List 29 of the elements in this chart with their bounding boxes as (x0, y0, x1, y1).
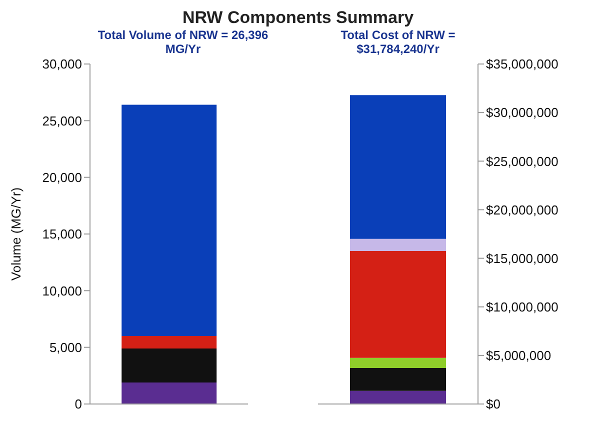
bar (350, 368, 446, 391)
y-tick-label: 5,000 (49, 340, 82, 355)
y-tick-label: $0 (486, 396, 500, 412)
y-axis-title: Volume (MG/Yr) (8, 187, 24, 281)
y-tick-label: 10,000 (42, 283, 82, 298)
chart-subtitle: Total Volume of NRW = 26,396 MG/Yr (96, 28, 270, 56)
bar (350, 95, 446, 239)
chart-subtitle: Total Cost of NRW = $31,784,240/Yr (340, 28, 456, 56)
y-tick-label: $25,000,000 (486, 154, 558, 169)
y-tick-label: 30,000 (42, 56, 82, 72)
bar (122, 104, 217, 336)
y-tick-label: 0 (74, 396, 82, 412)
bar (122, 348, 217, 382)
y-tick-label: $35,000,000 (486, 56, 558, 72)
y-tick-label: 20,000 (42, 170, 82, 185)
bar (122, 382, 217, 404)
bar (350, 238, 446, 251)
text: NRW Components Summary (181, 8, 415, 28)
bar (350, 358, 446, 368)
bar (350, 390, 446, 404)
bar (122, 336, 217, 348)
bar (350, 251, 446, 358)
y-tick-label: 25,000 (42, 113, 82, 128)
y-tick-label: $10,000,000 (486, 299, 558, 314)
y-tick-label: $20,000,000 (486, 202, 558, 218)
y-tick-label: $30,000,000 (486, 105, 558, 120)
y-tick-label: $5,000,000 (486, 348, 552, 364)
y-tick-label: $15,000,000 (486, 250, 558, 266)
y-tick-label: 15,000 (42, 226, 82, 242)
